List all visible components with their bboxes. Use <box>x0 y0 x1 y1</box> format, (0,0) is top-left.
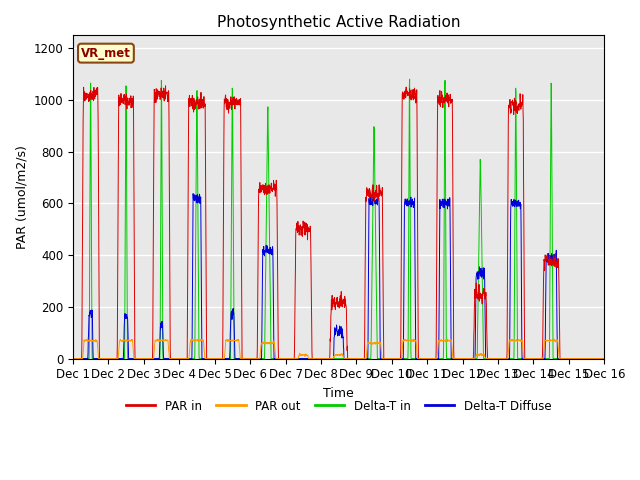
PAR in <box>69 356 77 361</box>
Text: VR_met: VR_met <box>81 47 131 60</box>
Delta-T Diffuse <box>493 356 501 361</box>
Delta-T Diffuse <box>218 356 225 361</box>
Delta-T Diffuse <box>365 201 373 207</box>
PAR out <box>554 338 561 344</box>
Delta-T Diffuse <box>600 356 608 361</box>
PAR in <box>568 356 576 361</box>
Delta-T in <box>354 356 362 361</box>
PAR in <box>554 258 561 264</box>
PAR in <box>218 356 225 361</box>
Delta-T Diffuse <box>189 191 197 196</box>
Delta-T Diffuse <box>554 356 561 361</box>
PAR out <box>365 340 373 346</box>
Delta-T Diffuse <box>354 356 362 361</box>
PAR out <box>218 356 225 361</box>
PAR in <box>354 356 362 361</box>
Delta-T in <box>568 356 576 361</box>
Delta-T in <box>554 356 561 361</box>
Line: PAR out: PAR out <box>73 339 604 359</box>
Y-axis label: PAR (umol/m2/s): PAR (umol/m2/s) <box>15 145 28 249</box>
PAR in <box>493 356 501 361</box>
X-axis label: Time: Time <box>323 387 354 400</box>
PAR out <box>550 336 557 342</box>
Line: Delta-T Diffuse: Delta-T Diffuse <box>73 193 604 359</box>
Title: Photosynthetic Active Radiation: Photosynthetic Active Radiation <box>217 15 460 30</box>
Delta-T in <box>365 356 373 361</box>
Delta-T in <box>406 76 413 82</box>
Legend: PAR in, PAR out, Delta-T in, Delta-T Diffuse: PAR in, PAR out, Delta-T in, Delta-T Dif… <box>121 395 556 417</box>
Line: Delta-T in: Delta-T in <box>73 79 604 359</box>
Delta-T in <box>600 356 608 361</box>
Delta-T in <box>218 356 225 361</box>
PAR in <box>365 196 373 202</box>
PAR in <box>600 356 608 361</box>
PAR in <box>162 83 170 89</box>
PAR out <box>600 356 608 361</box>
PAR out <box>493 356 500 361</box>
Delta-T in <box>69 356 77 361</box>
Delta-T Diffuse <box>568 356 576 361</box>
Delta-T in <box>493 356 501 361</box>
Delta-T Diffuse <box>69 356 77 361</box>
PAR out <box>568 356 576 361</box>
Line: PAR in: PAR in <box>73 86 604 359</box>
PAR out <box>354 356 362 361</box>
PAR out <box>69 356 77 361</box>
